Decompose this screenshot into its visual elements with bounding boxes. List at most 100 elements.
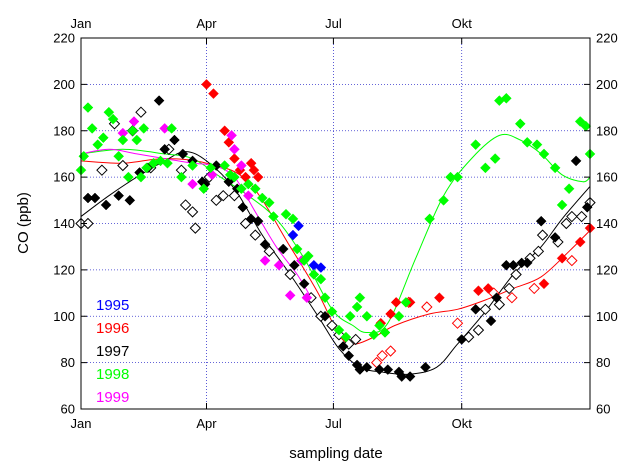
point-1996-hollow <box>376 349 388 362</box>
point-1998 <box>219 160 230 171</box>
point-1997-hollow <box>117 159 129 172</box>
point-1998 <box>117 134 129 146</box>
point-1996 <box>390 296 402 308</box>
point-1997 <box>382 364 394 375</box>
point-1997-hollow <box>82 217 94 230</box>
y-tick-label-right: 140 <box>596 216 618 231</box>
point-1996 <box>248 164 260 176</box>
point-1998 <box>480 162 491 174</box>
point-1997-hollow <box>350 333 362 346</box>
point-1999 <box>128 116 140 127</box>
point-1998 <box>344 310 356 322</box>
y-tick-label-left: 80 <box>61 355 75 370</box>
legend: 1995 1996 1997 1998 1999 <box>96 297 129 406</box>
point-1998 <box>92 139 104 151</box>
point-1998 <box>354 292 366 304</box>
point-1998 <box>176 171 187 183</box>
point-1998 <box>374 320 385 331</box>
point-1997 <box>153 95 165 106</box>
y-tick-label-right: 80 <box>596 355 610 370</box>
legend-entry-1999: 1999 <box>96 389 129 406</box>
point-1996 <box>473 285 484 297</box>
point-1997 <box>374 364 385 375</box>
point-1998 <box>379 327 391 338</box>
point-1995 <box>315 262 327 273</box>
point-1998 <box>162 157 173 169</box>
point-1996-hollow <box>384 345 397 357</box>
x-tick-label-top: Jan <box>71 16 92 31</box>
point-1998 <box>489 153 501 164</box>
y-tick-label-right: 160 <box>596 170 618 185</box>
point-1998 <box>556 199 568 211</box>
point-1997 <box>89 192 101 204</box>
data-points <box>75 79 596 382</box>
point-1998 <box>229 171 240 183</box>
point-1997-hollow <box>135 106 147 118</box>
point-1998 <box>549 162 561 174</box>
point-1998 <box>319 292 331 304</box>
point-1996-hollow <box>451 317 464 329</box>
point-1995 <box>293 220 304 232</box>
fit-curves <box>80 133 591 375</box>
x-axis-title: sampling date <box>289 445 382 462</box>
point-1999 <box>206 169 218 181</box>
point-1998 <box>113 150 125 162</box>
point-1997 <box>124 194 136 206</box>
point-1996 <box>434 292 445 304</box>
point-1998 <box>107 113 119 125</box>
legend-entry-1995: 1995 <box>96 297 129 314</box>
point-1998 <box>302 250 314 262</box>
point-1998 <box>141 162 152 174</box>
point-1998 <box>393 310 405 322</box>
point-1996-hollow <box>421 301 433 313</box>
point-1998 <box>187 160 198 171</box>
point-1997 <box>343 350 355 362</box>
y-tick-label-right: 200 <box>596 77 618 92</box>
point-1997 <box>252 215 264 227</box>
point-1996-hollow <box>506 291 518 304</box>
legend-entry-1998: 1998 <box>96 366 129 383</box>
legend-entry-1997: 1997 <box>96 343 129 360</box>
point-1997-hollow <box>179 199 192 211</box>
point-1999 <box>229 143 240 155</box>
point-1997-hollow <box>263 245 275 258</box>
axis-ticks <box>80 37 590 410</box>
point-1999 <box>301 292 313 304</box>
point-1997 <box>521 257 533 269</box>
point-1996 <box>556 252 568 264</box>
point-1997 <box>485 315 497 327</box>
point-1997-hollow <box>210 194 222 207</box>
point-1998 <box>500 92 512 104</box>
point-1998 <box>340 331 352 343</box>
point-1998 <box>268 211 279 222</box>
point-1998 <box>531 139 543 151</box>
point-1997 <box>319 310 331 322</box>
tick-labels: 60 60 80 80 100 100 120 120 140 140 160 160 180 180 20… <box>53 16 617 431</box>
point-1999 <box>236 160 247 171</box>
point-1998 <box>514 118 526 130</box>
point-1998 <box>135 171 147 183</box>
x-tick-label-top: Jul <box>325 16 342 31</box>
legend-entry-1996: 1996 <box>96 320 129 337</box>
y-tick-label-right: 180 <box>596 123 618 138</box>
point-1997-hollow <box>249 229 262 241</box>
point-1998 <box>97 132 109 144</box>
point-1997 <box>289 259 300 271</box>
grid-lines <box>81 38 590 409</box>
x-tick-label-top: Apr <box>196 16 217 31</box>
point-1997-hollow <box>503 282 515 295</box>
point-1997-hollow <box>566 210 578 223</box>
point-1998 <box>263 197 275 208</box>
point-1997 <box>100 199 112 211</box>
point-1998 <box>249 183 261 195</box>
point-1997 <box>535 215 547 227</box>
point-1997 <box>277 243 289 255</box>
point-1997-hollow <box>96 164 108 176</box>
point-1997-hollow <box>326 319 338 332</box>
point-1998 <box>242 178 254 190</box>
y-tick-label-left: 180 <box>53 123 75 138</box>
point-1997 <box>298 278 310 290</box>
point-1997 <box>237 201 249 213</box>
x-tick-label-bottom: Apr <box>196 416 217 431</box>
